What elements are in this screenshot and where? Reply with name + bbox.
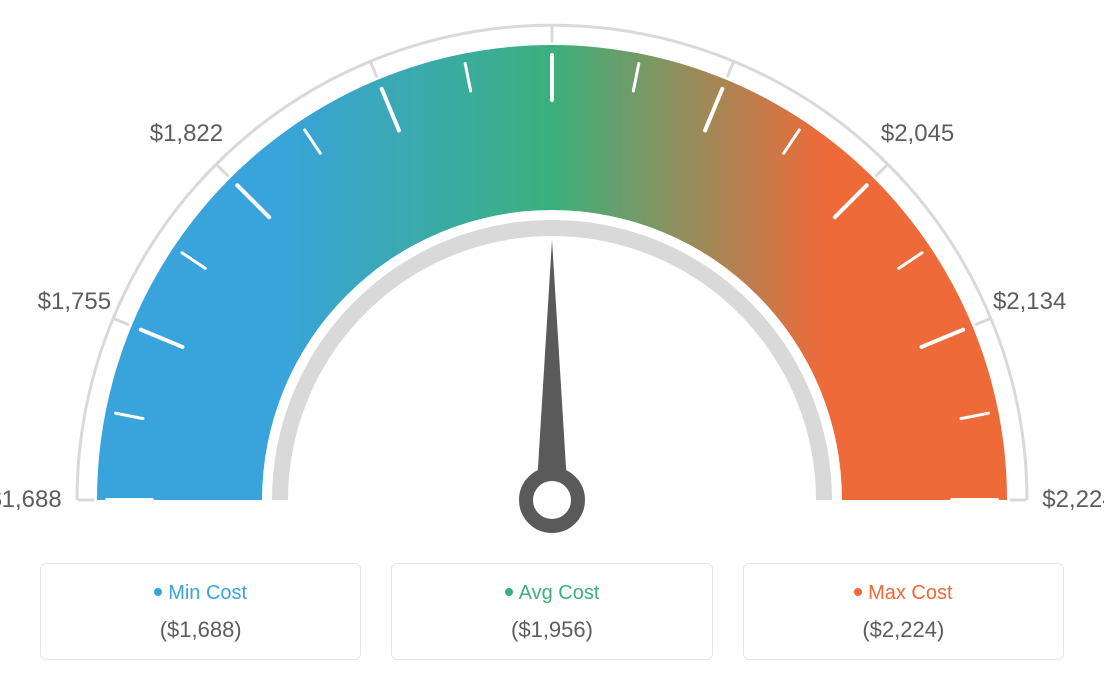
legend-title-avg: Avg Cost xyxy=(402,582,701,605)
gauge-svg xyxy=(0,0,1104,540)
gauge-tick-label: $1,688 xyxy=(0,486,62,514)
gauge-tick-label: $2,045 xyxy=(881,120,954,148)
legend-row: Min Cost ($1,688) Avg Cost ($1,956) Max … xyxy=(40,563,1064,660)
gauge-tick-label: $1,822 xyxy=(150,120,223,148)
legend-value-max: ($2,224) xyxy=(754,617,1053,643)
legend-value-min: ($1,688) xyxy=(51,617,350,643)
gauge-chart-container: $1,688$1,755$1,822$1,956$2,045$2,134$2,2… xyxy=(0,0,1104,690)
legend-label-max: Max Cost xyxy=(868,582,952,604)
legend-card-min: Min Cost ($1,688) xyxy=(40,563,361,660)
legend-card-max: Max Cost ($2,224) xyxy=(743,563,1064,660)
gauge-tick-label: $1,755 xyxy=(38,288,111,316)
dot-avg-icon xyxy=(505,588,513,596)
legend-label-min: Min Cost xyxy=(168,582,247,604)
gauge-wrap: $1,688$1,755$1,822$1,956$2,045$2,134$2,2… xyxy=(0,0,1104,540)
legend-title-max: Max Cost xyxy=(754,582,1053,605)
legend-card-avg: Avg Cost ($1,956) xyxy=(391,563,712,660)
gauge-tick-label: $2,134 xyxy=(993,288,1066,316)
gauge-tick-label: $2,224 xyxy=(1042,486,1104,514)
legend-title-min: Min Cost xyxy=(51,582,350,605)
legend-label-avg: Avg Cost xyxy=(519,582,600,604)
dot-min-icon xyxy=(154,588,162,596)
dot-max-icon xyxy=(854,588,862,596)
legend-value-avg: ($1,956) xyxy=(402,617,701,643)
